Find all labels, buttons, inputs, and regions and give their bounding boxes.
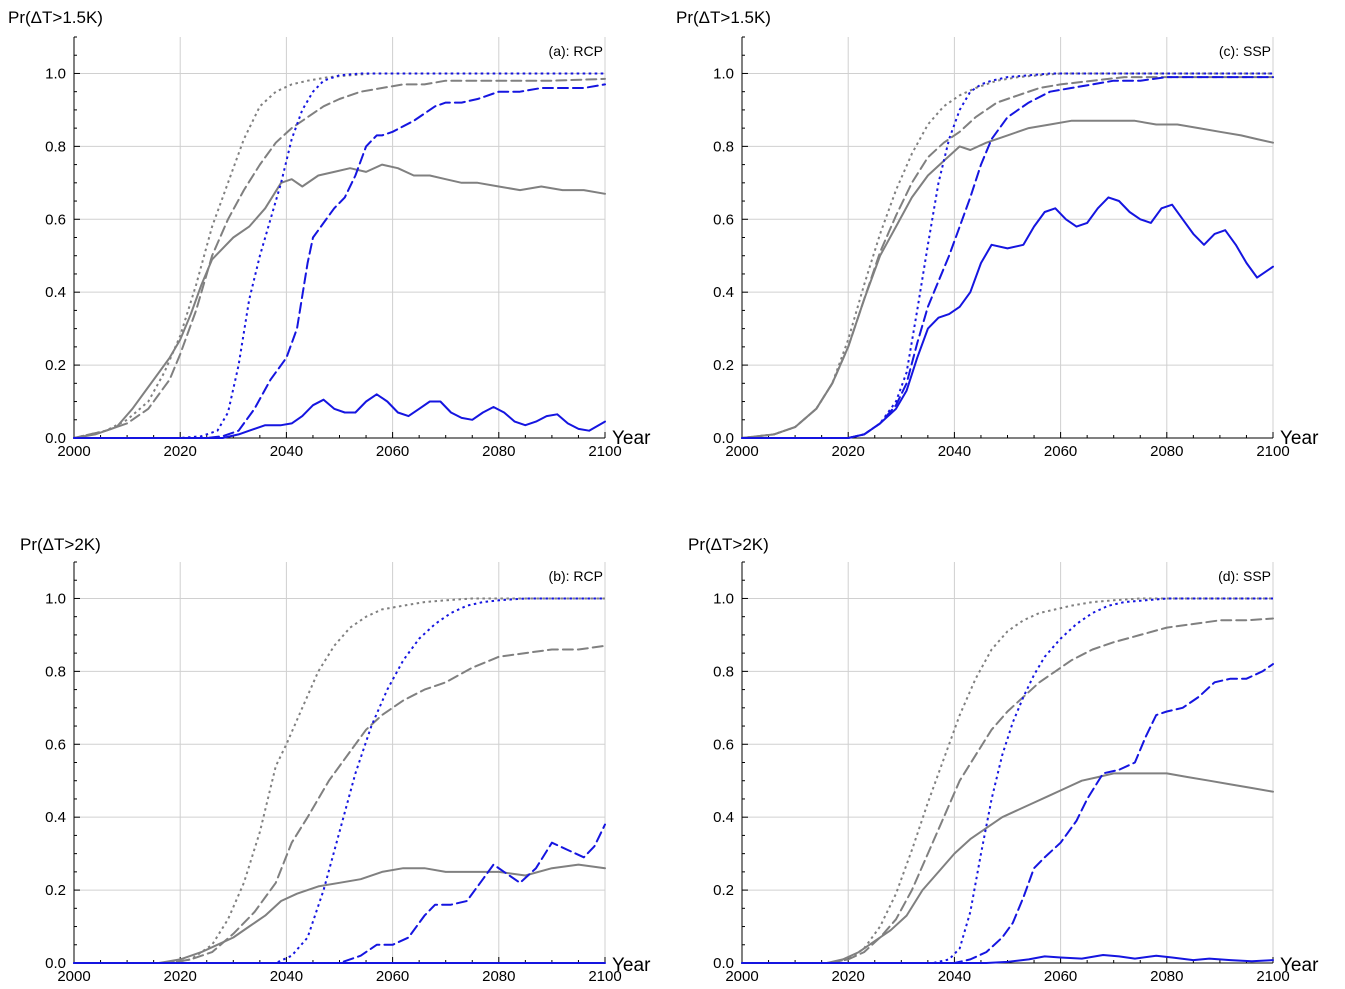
series-line-blue-dotted xyxy=(742,72,1273,439)
x-tick-label: 2000 xyxy=(725,968,758,985)
series-line-gray-dotted xyxy=(741,72,1273,439)
y-tick-label: 0.2 xyxy=(45,882,66,899)
series-line-gray-solid xyxy=(741,772,1274,964)
series-line-blue-dashed xyxy=(73,823,606,964)
x-tick-label: 2100 xyxy=(1256,443,1289,460)
y-tick-label: 0.0 xyxy=(713,430,734,447)
chart-panel-0: 0.0 0.2 0.4 0.6 0.8 1.0 2000 2020 2040 2060 2080 21… xyxy=(8,8,651,460)
y-tick-label: 0.0 xyxy=(713,955,734,972)
x-tick-label: 2060 xyxy=(376,443,409,460)
series-line-blue-solid xyxy=(741,196,1274,439)
y-tick-label: 0.0 xyxy=(45,955,66,972)
x-tick-label: 2080 xyxy=(482,968,515,985)
series-line-gray-solid xyxy=(741,119,1274,439)
y-tick-label: 0.0 xyxy=(45,430,66,447)
y-axis-label: Pr(ΔT>1.5K) xyxy=(676,8,771,27)
x-tick-label: 2060 xyxy=(376,968,409,985)
series-line-gray-dotted xyxy=(742,597,1273,964)
x-tick-label: 2080 xyxy=(1150,443,1183,460)
x-tick-label: 2020 xyxy=(164,968,197,985)
series-line-gray-dashed xyxy=(741,76,1274,439)
y-tick-label: 1.0 xyxy=(45,65,66,82)
x-tick-label: 2040 xyxy=(270,443,303,460)
series-line-gray-dashed xyxy=(73,644,606,964)
panel-label: (c): SSP xyxy=(1219,43,1271,59)
y-tick-label: 0.4 xyxy=(45,809,66,826)
panel-label: (a): RCP xyxy=(549,43,603,59)
x-tick-label: 2020 xyxy=(832,443,865,460)
x-tick-label: 2040 xyxy=(938,443,971,460)
y-tick-label: 0.4 xyxy=(713,809,734,826)
y-tick-label: 0.6 xyxy=(45,211,66,228)
x-axis-label: Year xyxy=(1280,428,1319,449)
series-line-gray-dotted xyxy=(73,72,605,439)
series-line-gray-solid xyxy=(73,163,606,439)
y-tick-label: 0.8 xyxy=(45,138,66,155)
series-line-blue-dotted xyxy=(74,72,605,439)
x-tick-label: 2080 xyxy=(1150,968,1183,985)
series-line-blue-solid xyxy=(741,954,1274,964)
y-tick-label: 1.0 xyxy=(713,65,734,82)
x-axis-label: Year xyxy=(1280,955,1319,976)
series-line-blue-solid xyxy=(73,393,606,439)
y-tick-label: 0.2 xyxy=(45,357,66,374)
series-line-gray-dashed xyxy=(741,617,1274,964)
x-tick-label: 2040 xyxy=(270,968,303,985)
panel-label: (b): RCP xyxy=(549,568,603,584)
y-tick-label: 0.6 xyxy=(45,736,66,753)
chart-panel-2: 0.0 0.2 0.4 0.6 0.8 1.0 2000 2020 2040 2060 2080 21… xyxy=(676,8,1319,460)
series-line-gray-solid xyxy=(73,863,606,964)
series-line-blue-dashed xyxy=(741,76,1274,439)
series-line-gray-dashed xyxy=(73,77,606,439)
y-axis-label: Pr(ΔT>2K) xyxy=(688,535,769,554)
series-line-blue-dashed xyxy=(73,83,606,439)
series-line-blue-dashed xyxy=(741,663,1274,964)
y-tick-label: 0.6 xyxy=(713,211,734,228)
x-tick-label: 2100 xyxy=(1256,968,1289,985)
x-tick-label: 2000 xyxy=(57,443,90,460)
series-line-blue-dotted xyxy=(742,597,1273,964)
y-tick-label: 0.2 xyxy=(713,357,734,374)
y-tick-label: 0.4 xyxy=(45,284,66,301)
x-axis-label: Year xyxy=(612,955,651,976)
chart-panel-1: 0.0 0.2 0.4 0.6 0.8 1.0 2000 2020 2040 2060 2080 21… xyxy=(20,535,651,985)
chart-panel-3: 0.0 0.2 0.4 0.6 0.8 1.0 2000 2020 2040 2060 2080 21… xyxy=(688,535,1319,985)
x-tick-label: 2100 xyxy=(588,443,621,460)
x-tick-label: 2020 xyxy=(164,443,197,460)
series-line-blue-dotted xyxy=(74,597,605,964)
x-tick-label: 2000 xyxy=(57,968,90,985)
x-tick-label: 2080 xyxy=(482,443,515,460)
panel-label: (d): SSP xyxy=(1218,568,1271,584)
y-tick-label: 0.8 xyxy=(45,663,66,680)
y-tick-label: 0.8 xyxy=(713,663,734,680)
x-tick-label: 2100 xyxy=(588,968,621,985)
y-tick-label: 1.0 xyxy=(713,590,734,607)
x-tick-label: 2020 xyxy=(832,968,865,985)
y-axis-label: Pr(ΔT>1.5K) xyxy=(8,8,103,27)
y-tick-label: 0.4 xyxy=(713,284,734,301)
y-tick-label: 0.8 xyxy=(713,138,734,155)
x-tick-label: 2060 xyxy=(1044,443,1077,460)
x-tick-label: 2000 xyxy=(725,443,758,460)
y-axis-label: Pr(ΔT>2K) xyxy=(20,535,101,554)
x-axis-label: Year xyxy=(612,428,651,449)
y-tick-label: 1.0 xyxy=(45,590,66,607)
y-tick-label: 0.6 xyxy=(713,736,734,753)
y-tick-label: 0.2 xyxy=(713,882,734,899)
x-tick-label: 2060 xyxy=(1044,968,1077,985)
x-tick-label: 2040 xyxy=(938,968,971,985)
